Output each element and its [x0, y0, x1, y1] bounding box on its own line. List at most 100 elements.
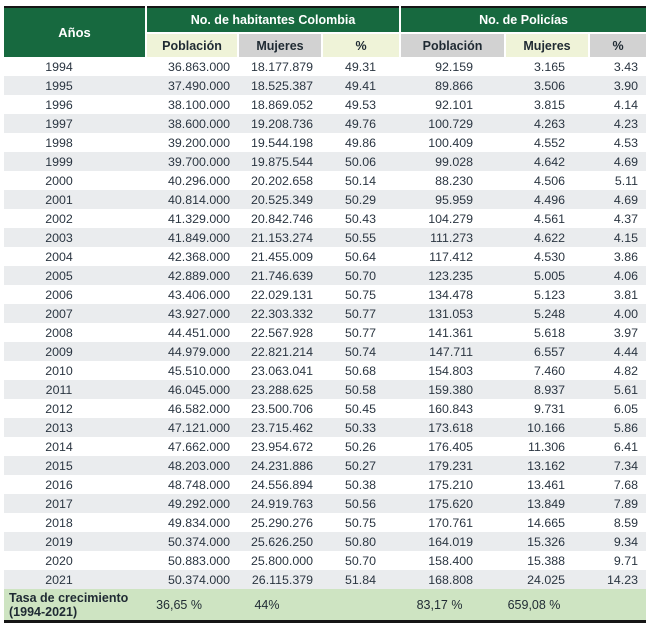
- data-cell: 131.053: [428, 306, 474, 321]
- growth-rate-value: 36,65 %: [146, 589, 238, 622]
- year-cell: 2009: [45, 344, 73, 359]
- data-cell: 49.31: [345, 59, 377, 74]
- year-cell: 2000: [45, 173, 73, 188]
- data-cell: 24.231.886: [250, 458, 313, 473]
- growth-rate-row: Tasa de crecimiento (1994-2021) 36,65 % …: [4, 589, 647, 622]
- data-cell: 42.368.000: [167, 249, 230, 264]
- year-cell: 2011: [45, 382, 73, 397]
- table-row: 2012 46.582.000 23.500.706 50.45 160.843 9.73…: [4, 399, 646, 418]
- data-cell: 36.863.000: [167, 59, 230, 74]
- data-cell: 49.41: [345, 78, 377, 93]
- data-cell: 154.803: [428, 363, 474, 378]
- data-cell: 47.662.000: [167, 439, 230, 454]
- table-row: 1997 38.600.000 19.208.736 49.76 100.729 4.26…: [4, 114, 647, 133]
- data-cell: 19.544.198: [250, 135, 313, 150]
- data-cell: 7.89: [613, 496, 639, 511]
- data-cell: 24.556.894: [250, 477, 313, 492]
- data-cell: 50.75: [345, 287, 377, 302]
- data-cell: 5.11: [614, 173, 639, 188]
- data-cell: 14.23: [607, 572, 639, 587]
- data-cell: 22.029.131: [250, 287, 313, 302]
- data-cell: 21.746.639: [250, 268, 313, 283]
- data-cell: 50.33: [345, 420, 377, 435]
- data-cell: 18.525.387: [250, 78, 313, 93]
- data-cell: 4.00: [613, 306, 639, 321]
- data-cell: 48.203.000: [167, 458, 230, 473]
- table-row: 2007 43.927.000 22.303.332 50.77 131.053 5.24…: [4, 304, 647, 323]
- data-cell: 8.937: [534, 382, 566, 397]
- data-cell: 25.626.250: [250, 534, 313, 549]
- data-cell: 92.101: [435, 97, 474, 112]
- column-header-poblacion-habitantes: Población: [145, 32, 238, 57]
- data-cell: 6.05: [613, 401, 639, 416]
- table-row: 2008 44.451.000 22.567.928 50.77 141.361 5.61…: [4, 323, 646, 342]
- data-cell: 89.866: [435, 78, 474, 93]
- data-cell: 15.388: [527, 553, 566, 568]
- data-cell: 50.883.000: [167, 553, 230, 568]
- table-row: 2014 47.662.000 23.954.672 50.26 176.405 11.3…: [4, 437, 646, 456]
- data-cell: 92.159: [435, 59, 474, 74]
- data-cell: 3.506: [534, 78, 566, 93]
- table-row: 1998 39.200.000 19.544.198 49.86 100.409 4.55…: [4, 133, 646, 152]
- data-cell: 3.43: [613, 59, 639, 74]
- data-cell: 50.77: [345, 306, 377, 321]
- year-cell: 2015: [45, 458, 73, 473]
- table-row: 2013 47.121.000 23.715.462 50.33 173.618 10.1…: [4, 418, 647, 437]
- year-cell: 1996: [45, 97, 73, 112]
- data-cell: 4.23: [613, 116, 639, 131]
- column-header-mujeres-habitantes: Mujeres: [237, 32, 322, 57]
- data-cell: 50.38: [345, 477, 377, 492]
- table-row: 1994 36.863.000 18.177.879 49.31 92.159 3.165…: [4, 57, 646, 76]
- data-cell: 50.55: [345, 230, 377, 245]
- year-cell: 1999: [45, 154, 73, 169]
- column-group-policias: No. de Policías: [400, 7, 647, 33]
- data-cell: 19.875.544: [250, 154, 313, 169]
- data-cell: 164.019: [428, 534, 474, 549]
- data-cell: 9.71: [613, 553, 639, 568]
- table-row: 2001 40.814.000 20.525.349 50.29 95.959 4.496…: [4, 190, 647, 209]
- year-cell: 2017: [45, 496, 73, 511]
- data-cell: 50.70: [345, 553, 377, 568]
- data-cell: 9.731: [534, 401, 566, 416]
- data-cell: 117.412: [429, 249, 474, 264]
- data-cell: 21.153.274: [250, 230, 313, 245]
- column-header-mujeres-policias: Mujeres: [504, 32, 590, 57]
- year-cell: 2001: [45, 192, 73, 207]
- column-header-pct-habitantes: %: [320, 32, 401, 57]
- data-cell: 7.34: [613, 458, 639, 473]
- data-cell: 43.927.000: [167, 306, 230, 321]
- data-cell: 38.600.000: [167, 116, 230, 131]
- year-cell: 2014: [45, 439, 73, 454]
- table-row: 2003 41.849.000 21.153.274 50.55 111.273 4.62…: [4, 228, 647, 247]
- data-cell: 175.210: [428, 477, 474, 492]
- data-cell: 88.230: [435, 173, 474, 188]
- data-cell: 14.665: [527, 515, 566, 530]
- data-cell: 49.53: [345, 97, 377, 112]
- data-cell: 50.29: [345, 192, 377, 207]
- data-cell: 3.97: [613, 325, 639, 340]
- data-cell: 5.123: [534, 287, 566, 302]
- data-cell: 5.61: [613, 382, 639, 397]
- data-cell: 44.451.000: [167, 325, 230, 340]
- data-cell: 48.748.000: [167, 477, 230, 492]
- data-cell: 22.567.928: [250, 325, 313, 340]
- data-cell: 4.69: [613, 192, 639, 207]
- table-row: 2002 41.329.000 20.842.746 50.43 104.279 4.56…: [4, 209, 646, 228]
- data-cell: 4.14: [613, 97, 639, 112]
- growth-rate-value: 44%: [238, 589, 322, 622]
- year-cell: 1997: [45, 116, 73, 131]
- data-cell: 50.14: [345, 173, 377, 188]
- data-cell: 19.208.736: [250, 116, 313, 131]
- data-cell: 24.025: [527, 572, 566, 587]
- data-cell: 13.162: [527, 458, 566, 473]
- data-cell: 49.86: [345, 135, 377, 150]
- data-cell: 49.76: [345, 116, 377, 131]
- growth-rate-value: [322, 589, 401, 622]
- data-cell: 18.869.052: [250, 97, 313, 112]
- data-cell: 6.557: [534, 344, 566, 359]
- data-cell: 50.80: [345, 534, 377, 549]
- table-row: 2005 42.889.000 21.746.639 50.70 123.235 5.00…: [4, 266, 647, 285]
- table-row: 2020 50.883.000 25.800.000 50.70 158.400 15.3…: [4, 551, 646, 570]
- data-cell: 39.200.000: [167, 135, 230, 150]
- column-header-pct-policias: %: [588, 32, 647, 57]
